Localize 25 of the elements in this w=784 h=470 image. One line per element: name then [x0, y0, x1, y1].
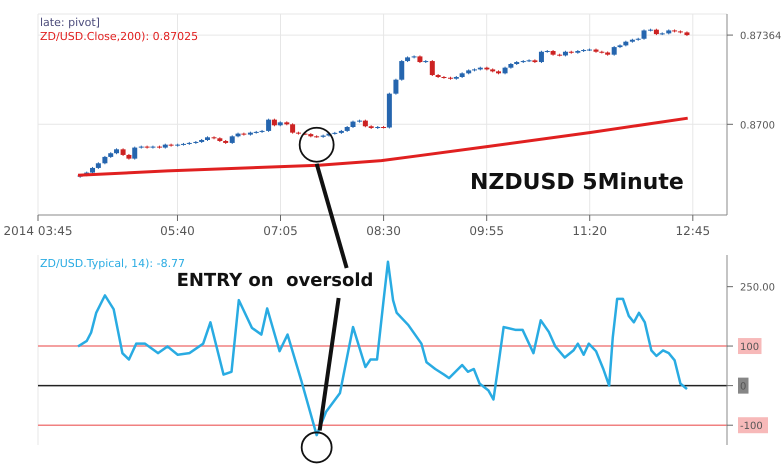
candlestick — [430, 60, 435, 77]
annotation: ENTRY on oversold — [176, 270, 374, 291]
text: NZDUSD 5Minute — [470, 170, 684, 195]
y-tick-label: 100 — [740, 342, 760, 354]
candlestick — [399, 60, 404, 82]
candlestick — [642, 28, 647, 40]
candlestick — [132, 146, 138, 160]
x-tick-label: 2014 03:45 — [4, 224, 72, 238]
candlestick — [266, 118, 272, 132]
y-tick-label: 250.00 — [740, 282, 775, 294]
candlestick — [393, 78, 398, 96]
text: ZD/USD.Close,200): 0.87025 — [40, 30, 198, 43]
y-tick-label: 0.87364 — [740, 31, 782, 42]
candlestick — [290, 122, 296, 134]
x-tick-label: 08:30 — [366, 224, 401, 238]
annotation: late: pivot] — [40, 16, 100, 29]
x-tick-label: 07:05 — [263, 224, 298, 238]
x-tick-label: 12:45 — [676, 224, 710, 238]
candlestick — [612, 46, 617, 56]
text: ZD/USD.Typical, 14): -8.77 — [40, 257, 186, 270]
x-tick-label: 09:55 — [469, 224, 504, 238]
x-tick-label: 05:40 — [160, 224, 195, 238]
y-tick-label: -100 — [740, 421, 763, 432]
x-tick-label: 11:20 — [572, 224, 608, 238]
y-tick-label: 0.8700 — [740, 120, 775, 132]
